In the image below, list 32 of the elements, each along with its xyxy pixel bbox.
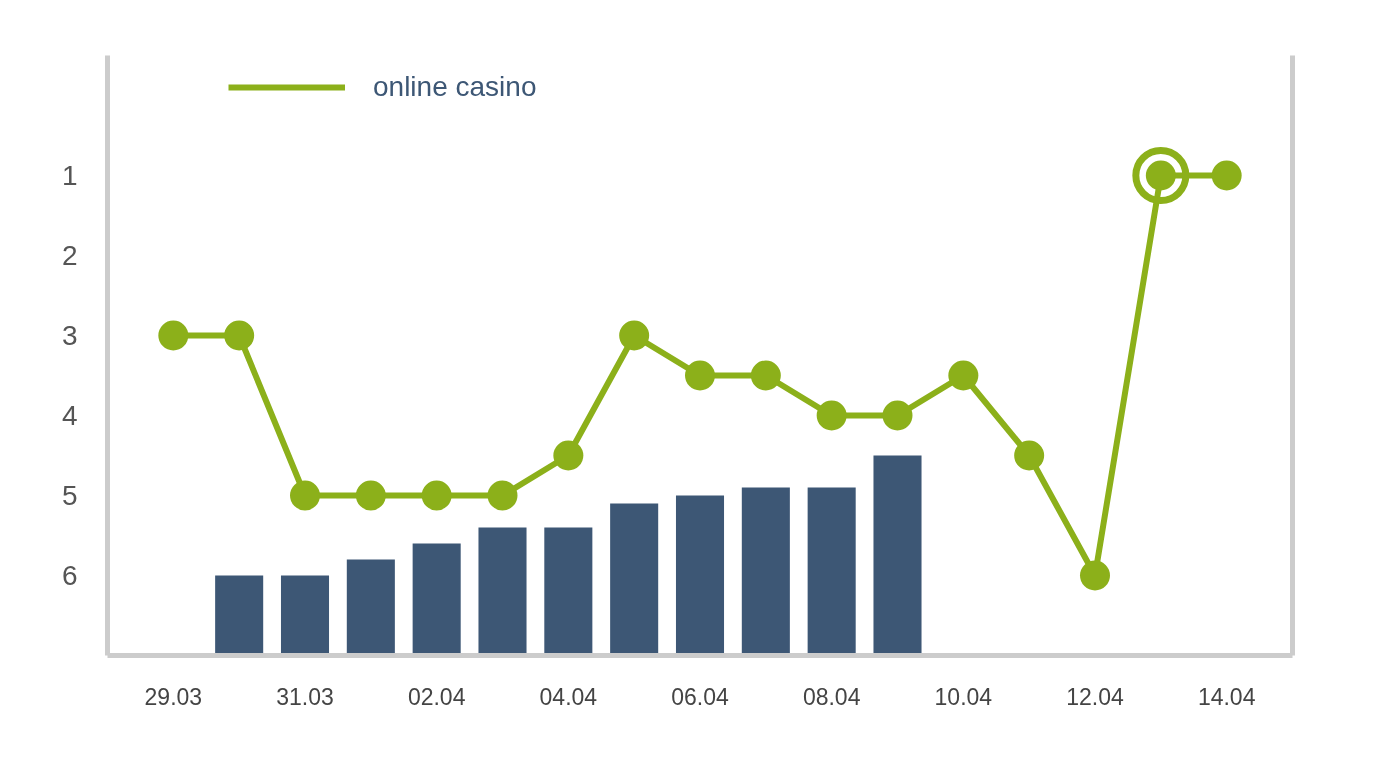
x-tick-label: 29.03 bbox=[144, 683, 203, 710]
point bbox=[750, 360, 781, 391]
x-tick-label: 04.04 bbox=[539, 683, 598, 710]
x-tick-label: 02.04 bbox=[407, 683, 466, 710]
y-tick-label: 6 bbox=[61, 560, 78, 591]
point bbox=[487, 480, 518, 511]
point bbox=[158, 320, 189, 351]
point bbox=[290, 480, 320, 511]
y-tick-label: 5 bbox=[61, 480, 78, 511]
x-tick-label: 08.04 bbox=[802, 683, 861, 710]
point bbox=[1080, 560, 1110, 591]
point bbox=[1211, 160, 1242, 191]
point bbox=[619, 320, 650, 351]
point bbox=[421, 480, 452, 511]
point bbox=[685, 360, 715, 391]
x-tick-label: 12.04 bbox=[1066, 683, 1124, 710]
x-tick-label: 31.03 bbox=[276, 683, 334, 710]
point bbox=[553, 440, 584, 471]
point bbox=[882, 400, 913, 431]
point bbox=[355, 480, 386, 511]
point bbox=[224, 320, 255, 351]
legend-label: online casino bbox=[373, 71, 537, 103]
point bbox=[816, 400, 847, 431]
x-tick-label: 06.04 bbox=[671, 683, 729, 710]
x-tick-label: 14.04 bbox=[1197, 683, 1256, 710]
point bbox=[1014, 440, 1045, 471]
y-tick-label: 1 bbox=[61, 160, 78, 191]
point bbox=[948, 360, 979, 391]
y-tick-label: 4 bbox=[61, 400, 78, 431]
x-tick-label: 10.04 bbox=[934, 683, 993, 710]
y-tick-label: 3 bbox=[61, 320, 78, 351]
y-tick-label: 2 bbox=[61, 240, 78, 271]
